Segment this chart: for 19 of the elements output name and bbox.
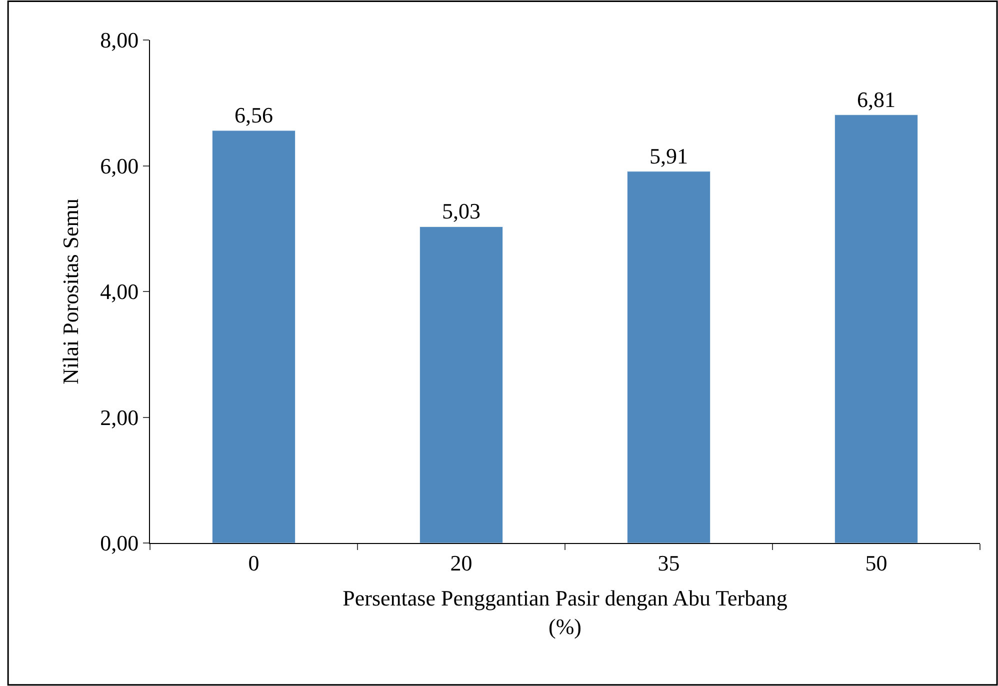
x-axis-title: Persentase Penggantian Pasir dengan Abu Terbang (%) — [342, 585, 788, 639]
x-tick-label: 0 — [248, 550, 260, 576]
data-label: 6,81 — [857, 86, 896, 112]
x-tick-label: 35 — [658, 550, 680, 576]
data-label: 5,91 — [650, 143, 688, 168]
bar — [212, 130, 296, 543]
x-tick-label: 20 — [450, 550, 472, 576]
data-label: 5,03 — [442, 198, 480, 224]
y-tick-label: 8,00 — [100, 28, 139, 53]
bar — [627, 171, 710, 543]
bar — [834, 114, 918, 543]
x-tick-label: 50 — [865, 550, 888, 576]
y-tick-label: 0,00 — [100, 530, 139, 556]
y-tick-label: 6,00 — [100, 153, 139, 178]
bar — [420, 226, 503, 543]
data-label: 6,56 — [234, 102, 273, 128]
y-tick-label: 2,00 — [100, 404, 139, 430]
y-axis-title: Nilai Porositas Semu — [58, 198, 83, 384]
y-tick-label: 4,00 — [100, 279, 139, 304]
